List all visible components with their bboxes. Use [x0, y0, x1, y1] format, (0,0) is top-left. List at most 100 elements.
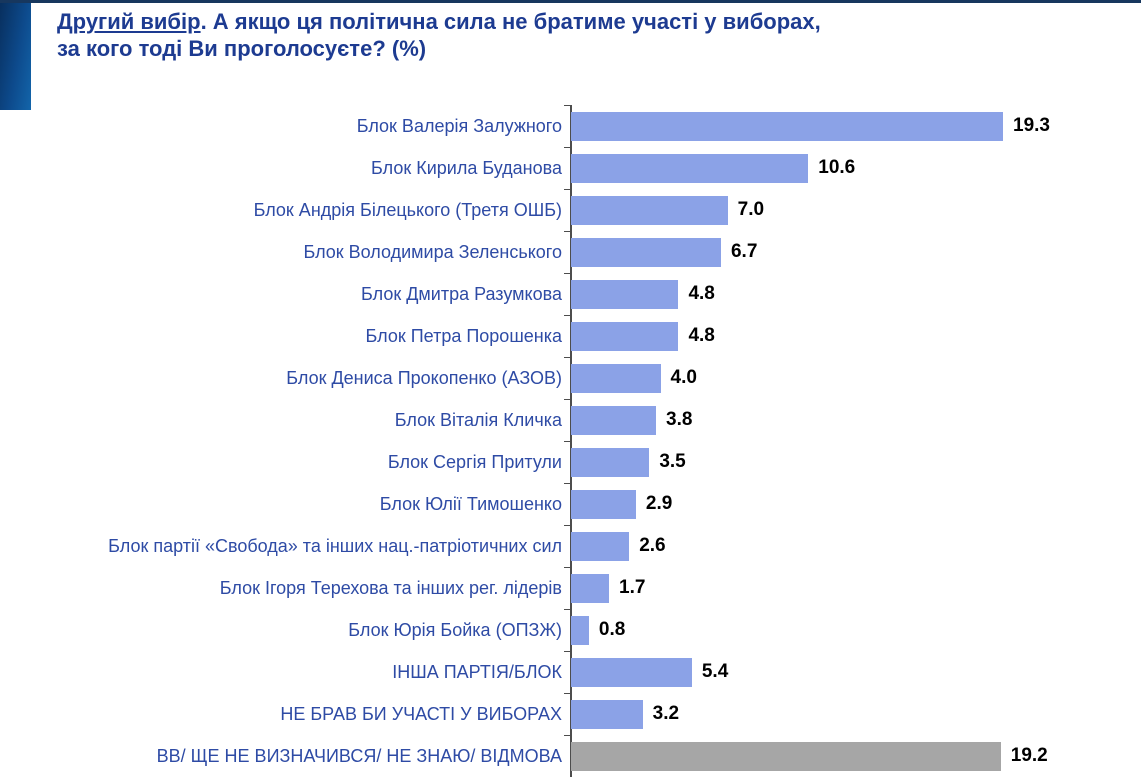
value-label: 10.6	[818, 157, 856, 178]
chart-row: Блок Дениса Прокопенко (АЗОВ) 4.0	[0, 357, 1141, 400]
bar-area: 2.6	[571, 531, 1141, 561]
bar-area: 5.4	[571, 657, 1141, 687]
bar	[571, 321, 679, 351]
bar	[571, 195, 728, 225]
bar	[571, 405, 657, 435]
bar	[571, 447, 650, 477]
value-label: 5.4	[701, 661, 729, 682]
category-label: Блок Сергія Притули	[387, 451, 562, 472]
axis-tick	[564, 734, 570, 736]
value-label: 6.7	[730, 241, 758, 262]
chart-row: Блок партії «Свобода» та інших нац.-патр…	[0, 525, 1141, 568]
value-label: 19.3	[1013, 115, 1050, 136]
value-label: 4.8	[688, 325, 715, 346]
chart-row: Блок Юрія Бойка (ОПЗЖ) 0.8	[0, 609, 1141, 652]
bar	[571, 279, 679, 309]
bar-area: 1.7	[571, 573, 1141, 603]
chart-row: ВВ/ ЩЕ НЕ ВИЗНАЧИВСЯ/ НЕ ЗНАЮ/ ВІДМОВА 19…	[0, 735, 1141, 777]
category-label: Блок Віталія Кличка	[394, 409, 562, 430]
axis-tick	[564, 524, 570, 526]
category-label: Блок Кирила Буданова	[371, 157, 562, 178]
chart-row: Блок Дмитра Разумкова 4.8	[0, 273, 1141, 316]
axis-tick	[564, 650, 570, 652]
category-label: Блок Юрія Бойка (ОПЗЖ)	[348, 619, 562, 640]
bar	[571, 531, 630, 561]
bar-area: 19.3	[571, 111, 1141, 141]
value-label: 2.9	[645, 493, 673, 514]
value-label: 3.2	[652, 703, 680, 724]
category-label: Блок Валерія Залужного	[356, 115, 562, 136]
bar-area: 7.0	[571, 195, 1141, 225]
category-label: Блок партії «Свобода» та інших нац.-патр…	[108, 535, 562, 556]
axis-tick	[564, 440, 570, 442]
chart-row: Блок Сергія Притули 3.5	[0, 441, 1141, 484]
value-label: 19.2	[1010, 745, 1048, 766]
axis-tick	[564, 230, 570, 232]
chart-row: Блок Кирила Буданова 10.6	[0, 147, 1141, 190]
category-label: Блок Юлії Тимошенко	[379, 493, 562, 514]
chart-row: Блок Валерія Залужного 19.3	[0, 104, 1141, 148]
bar-area: 0.8	[571, 615, 1141, 645]
bar	[571, 699, 643, 729]
bar	[571, 363, 661, 393]
value-label: 1.7	[619, 577, 646, 598]
chart-row: Блок Юлії Тимошенко 2.9	[0, 483, 1141, 526]
axis-tick	[564, 692, 570, 694]
value-label: 3.5	[659, 451, 686, 472]
axis-tick	[564, 104, 570, 106]
bar-area: 6.7	[571, 237, 1141, 267]
value-label: 3.8	[666, 409, 693, 430]
bar-area: 19.2	[571, 741, 1141, 771]
axis-tick	[564, 482, 570, 484]
chart-row: Блок Ігоря Терехова та інших рег. лідері…	[0, 567, 1141, 610]
bar	[571, 573, 610, 603]
bar	[571, 111, 1003, 141]
chart-title-line1: Другий вибір. А якщо ця політична сила н…	[57, 8, 1057, 35]
chart-title: Другий вибір. А якщо ця політична сила н…	[57, 8, 1057, 62]
axis-tick	[564, 356, 570, 358]
value-label: 7.0	[737, 199, 765, 220]
bar	[571, 489, 636, 519]
chart-row: НЕ БРАВ БИ УЧАСТІ У ВИБОРАХ 3.2	[0, 693, 1141, 736]
value-label: 0.8	[598, 619, 626, 640]
axis-tick	[564, 608, 570, 610]
category-label: Блок Володимира Зеленського	[303, 241, 562, 262]
left-accent-bar	[0, 3, 31, 110]
category-label: Блок Петра Порошенка	[365, 325, 562, 346]
bar-area: 3.2	[571, 699, 1141, 729]
axis-tick	[564, 314, 570, 316]
chart-title-lead: Другий вибір	[57, 9, 201, 34]
axis-tick	[564, 398, 570, 400]
chart-row: Блок Петра Порошенка 4.8	[0, 315, 1141, 358]
bar	[571, 741, 1001, 771]
chart-row: Блок Володимира Зеленського 6.7	[0, 231, 1141, 274]
category-label: ІНША ПАРТІЯ/БЛОК	[392, 661, 562, 682]
category-label: Блок Дмитра Разумкова	[361, 283, 562, 304]
bar-area: 4.8	[571, 321, 1141, 351]
value-label: 4.8	[688, 283, 715, 304]
category-label: ВВ/ ЩЕ НЕ ВИЗНАЧИВСЯ/ НЕ ЗНАЮ/ ВІДМОВА	[156, 745, 562, 766]
bar-area: 3.8	[571, 405, 1141, 435]
axis-tick	[564, 566, 570, 568]
category-label: Блок Ігоря Терехова та інших рег. лідері…	[219, 577, 562, 598]
top-border-line	[0, 0, 1141, 3]
bar-area: 4.0	[571, 363, 1141, 393]
bar-area: 3.5	[571, 447, 1141, 477]
bar	[571, 153, 809, 183]
axis-tick	[564, 146, 570, 148]
axis-tick	[564, 188, 570, 190]
bar-chart: Блок Валерія Залужного 19.3 Блок Кирила Бу…	[0, 104, 1141, 777]
axis-tick	[564, 272, 570, 274]
category-axis-line	[570, 105, 572, 777]
category-label: Блок Андрія Білецького (Третя ОШБ)	[253, 199, 562, 220]
value-label: 2.6	[639, 535, 666, 556]
bar	[571, 657, 692, 687]
chart-title-line2: за кого тоді Ви проголосуєте? (%)	[57, 36, 427, 61]
category-label: НЕ БРАВ БИ УЧАСТІ У ВИБОРАХ	[280, 703, 562, 724]
chart-title-rest: . А якщо ця політична сила не братиме уч…	[200, 9, 821, 34]
bar	[571, 237, 721, 267]
chart-row: ІНША ПАРТІЯ/БЛОК 5.4	[0, 651, 1141, 694]
bar-area: 10.6	[571, 153, 1141, 183]
chart-rows: Блок Валерія Залужного 19.3 Блок Кирила Бу…	[0, 104, 1141, 777]
